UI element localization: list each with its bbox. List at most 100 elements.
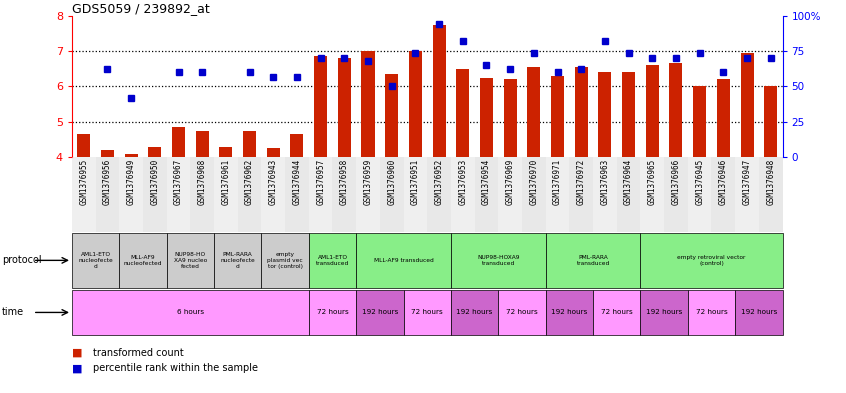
Text: GSM1376949: GSM1376949	[127, 159, 135, 205]
Bar	[172, 127, 185, 157]
Bar	[356, 157, 380, 232]
Text: transformed count: transformed count	[93, 348, 184, 358]
Bar	[72, 233, 119, 288]
Bar	[569, 157, 593, 232]
Bar	[498, 157, 522, 232]
Text: MLL-AF9 transduced: MLL-AF9 transduced	[374, 258, 433, 263]
Bar	[72, 290, 309, 334]
Text: MLL-AF9
nucleofected: MLL-AF9 nucleofected	[124, 255, 162, 266]
Text: GSM1376943: GSM1376943	[269, 159, 277, 205]
Bar	[645, 65, 659, 157]
Bar	[309, 233, 356, 288]
Text: GSM1376946: GSM1376946	[719, 159, 728, 205]
Text: 72 hours: 72 hours	[601, 309, 633, 316]
Text: GSM1376966: GSM1376966	[672, 159, 680, 205]
Bar	[574, 67, 588, 157]
Bar	[143, 157, 167, 232]
Text: 72 hours: 72 hours	[411, 309, 443, 316]
Text: GDS5059 / 239892_at: GDS5059 / 239892_at	[72, 2, 210, 15]
Text: GSM1376970: GSM1376970	[530, 159, 538, 205]
Text: GSM1376947: GSM1376947	[743, 159, 751, 205]
Bar	[740, 53, 754, 157]
Text: GSM1376956: GSM1376956	[103, 159, 112, 205]
Text: GSM1376952: GSM1376952	[435, 159, 443, 205]
Bar	[717, 79, 730, 157]
Text: GSM1376953: GSM1376953	[459, 159, 467, 205]
Bar	[285, 157, 309, 232]
Bar	[243, 130, 256, 157]
Bar	[361, 51, 375, 157]
Bar	[735, 290, 783, 334]
Bar	[503, 79, 517, 157]
Bar	[356, 233, 451, 288]
Text: 192 hours: 192 hours	[457, 309, 492, 316]
Bar	[432, 24, 446, 157]
Text: GSM1376958: GSM1376958	[340, 159, 349, 205]
Text: GSM1376945: GSM1376945	[695, 159, 704, 205]
Bar	[451, 157, 475, 232]
Bar	[119, 233, 167, 288]
Text: percentile rank within the sample: percentile rank within the sample	[93, 364, 258, 373]
Bar	[309, 157, 332, 232]
Bar	[266, 148, 280, 157]
Text: GSM1376965: GSM1376965	[648, 159, 656, 205]
Bar	[238, 157, 261, 232]
Text: 192 hours: 192 hours	[362, 309, 398, 316]
Text: GSM1376961: GSM1376961	[222, 159, 230, 205]
Bar	[309, 290, 356, 334]
Bar	[261, 157, 285, 232]
Bar	[77, 134, 91, 157]
Bar	[124, 154, 138, 157]
Bar	[451, 233, 546, 288]
Bar	[167, 233, 214, 288]
Bar	[119, 157, 143, 232]
Bar	[664, 157, 688, 232]
Bar	[195, 130, 209, 157]
Bar	[617, 157, 640, 232]
Text: GSM1376960: GSM1376960	[387, 159, 396, 205]
Bar	[546, 290, 593, 334]
Bar	[356, 290, 404, 334]
Text: 192 hours: 192 hours	[741, 309, 777, 316]
Bar	[693, 86, 706, 157]
Bar	[456, 69, 470, 157]
Bar	[214, 157, 238, 232]
Text: GSM1376959: GSM1376959	[364, 159, 372, 205]
Text: GSM1376955: GSM1376955	[80, 159, 88, 205]
Text: GSM1376963: GSM1376963	[601, 159, 609, 205]
Bar	[385, 74, 398, 157]
Bar	[551, 76, 564, 157]
Bar	[640, 157, 664, 232]
Bar	[290, 134, 304, 157]
Text: GSM1376944: GSM1376944	[293, 159, 301, 205]
Bar	[427, 157, 451, 232]
Bar	[598, 72, 612, 157]
Text: time: time	[2, 307, 24, 318]
Bar	[332, 157, 356, 232]
Text: 192 hours: 192 hours	[552, 309, 587, 316]
Bar	[759, 157, 783, 232]
Text: 72 hours: 72 hours	[506, 309, 538, 316]
Bar	[167, 157, 190, 232]
Bar	[404, 157, 427, 232]
Bar	[640, 233, 783, 288]
Text: AML1-ETO
nucleofecte
d: AML1-ETO nucleofecte d	[78, 252, 113, 269]
Bar	[640, 290, 688, 334]
Text: 72 hours: 72 hours	[316, 309, 349, 316]
Text: 192 hours: 192 hours	[646, 309, 682, 316]
Text: AML1-ETO
transduced: AML1-ETO transduced	[316, 255, 349, 266]
Bar	[219, 147, 233, 157]
Text: GSM1376967: GSM1376967	[174, 159, 183, 205]
Bar	[409, 51, 422, 157]
Text: GSM1376951: GSM1376951	[411, 159, 420, 205]
Text: GSM1376957: GSM1376957	[316, 159, 325, 205]
Text: NUP98-HO
XA9 nucleo
fected: NUP98-HO XA9 nucleo fected	[173, 252, 207, 269]
Text: protocol: protocol	[2, 255, 41, 265]
Text: empty retroviral vector
(control): empty retroviral vector (control)	[678, 255, 745, 266]
Text: GSM1376971: GSM1376971	[553, 159, 562, 205]
Bar	[522, 157, 546, 232]
Text: GSM1376948: GSM1376948	[766, 159, 775, 205]
Bar	[404, 290, 451, 334]
Bar	[261, 233, 309, 288]
Bar	[711, 157, 735, 232]
